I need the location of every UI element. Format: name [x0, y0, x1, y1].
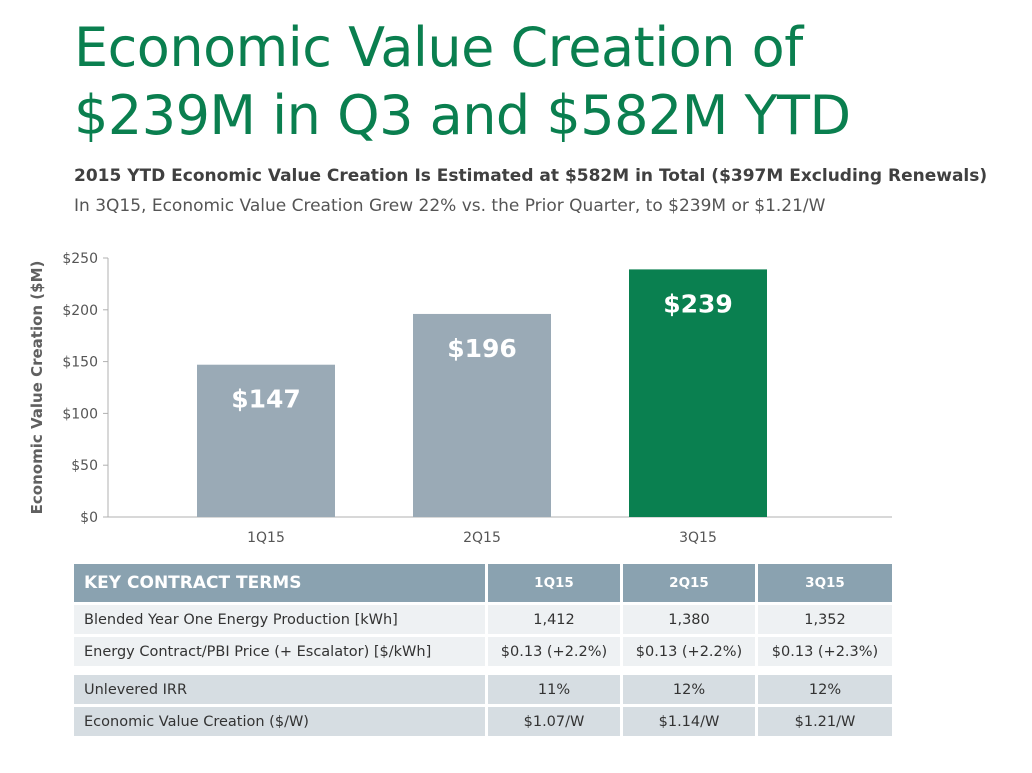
cell-value: $0.13 (+2.2%) [488, 637, 623, 669]
cell-value: 12% [758, 675, 892, 707]
bar-chart: $0 $50 $100 $150 $200 $250 Economic Value Crea… [28, 251, 892, 546]
y-tick-label: $200 [62, 303, 98, 319]
cell-value: $1.21/W [758, 707, 892, 739]
cell-value: 1,412 [488, 605, 623, 637]
y-tick-label: $250 [62, 251, 98, 267]
cell-value: 12% [623, 675, 758, 707]
x-tick-label: 1Q15 [247, 530, 285, 546]
bar-3q15 [629, 269, 767, 517]
cell-value: 1,352 [758, 605, 892, 637]
x-tick-label: 3Q15 [679, 530, 717, 546]
y-tick-label: $50 [71, 458, 98, 474]
table-row: Economic Value Creation ($/W) $1.07/W $1… [74, 707, 892, 739]
row-label: Unlevered IRR [74, 675, 488, 707]
key-contract-terms-table-container: KEY CONTRACT TERMS 1Q15 2Q15 3Q15 Blende… [74, 564, 892, 739]
subtitle: In 3Q15, Economic Value Creation Grew 22… [74, 196, 826, 216]
y-tick-label: $100 [62, 406, 98, 422]
row-label: Economic Value Creation ($/W) [74, 707, 488, 739]
cell-value: $1.14/W [623, 707, 758, 739]
table-header-label: KEY CONTRACT TERMS [74, 564, 488, 605]
table-row: Unlevered IRR 11% 12% 12% [74, 675, 892, 707]
data-label: $239 [663, 289, 733, 318]
cell-value: $1.07/W [488, 707, 623, 739]
cell-value: 11% [488, 675, 623, 707]
page-title: Economic Value Creation of $239M in Q3 a… [74, 16, 851, 147]
row-label: Blended Year One Energy Production [kWh] [74, 605, 488, 637]
table-row: Energy Contract/PBI Price (+ Escalator) … [74, 637, 892, 669]
row-label: Energy Contract/PBI Price (+ Escalator) … [74, 637, 488, 669]
data-label: $196 [447, 334, 517, 363]
bar-1q15 [197, 364, 335, 517]
cell-value: 1,380 [623, 605, 758, 637]
data-label: $147 [231, 385, 301, 414]
y-tick-label: $150 [62, 355, 98, 371]
x-tick-label: 2Q15 [463, 530, 501, 546]
cell-value: $0.13 (+2.3%) [758, 637, 892, 669]
table-header-2q15: 2Q15 [623, 564, 758, 605]
table-header-1q15: 1Q15 [488, 564, 623, 605]
table-row: Blended Year One Energy Production [kWh]… [74, 605, 892, 637]
table-spacer-row [74, 669, 892, 675]
key-contract-terms-table: KEY CONTRACT TERMS 1Q15 2Q15 3Q15 Blende… [74, 564, 892, 739]
cell-value: $0.13 (+2.2%) [623, 637, 758, 669]
y-tick-label: $0 [80, 510, 98, 526]
subtitle-bold: 2015 YTD Economic Value Creation Is Esti… [74, 166, 988, 186]
table-header-row: KEY CONTRACT TERMS 1Q15 2Q15 3Q15 [74, 564, 892, 605]
bar-2q15 [413, 313, 551, 517]
y-axis-title: Economic Value Creation ($M) [28, 261, 46, 515]
table-header-3q15: 3Q15 [758, 564, 892, 605]
